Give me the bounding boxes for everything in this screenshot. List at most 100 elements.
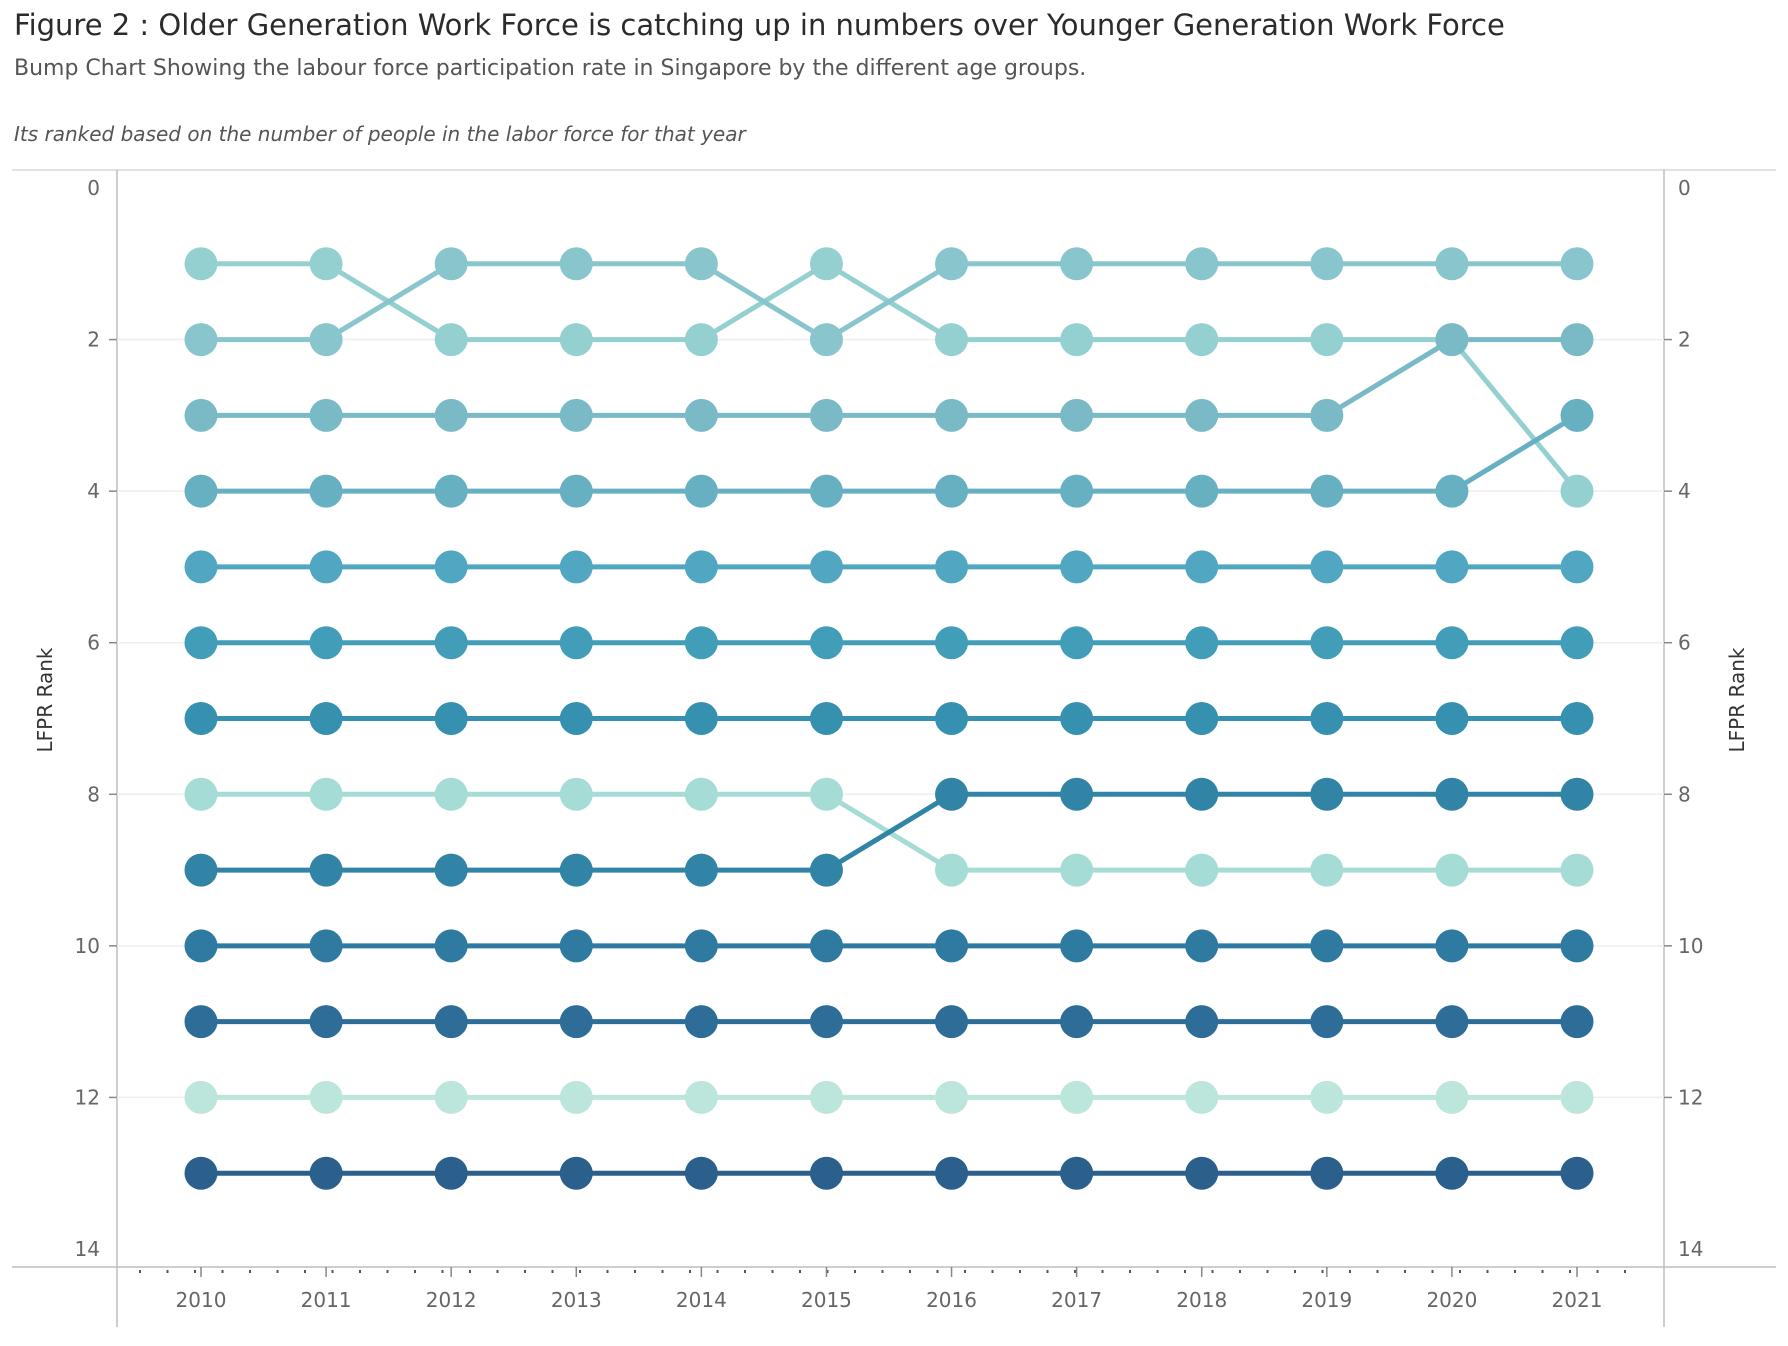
data-point bbox=[809, 398, 843, 432]
y-tick-label-left: 2 bbox=[87, 328, 100, 352]
data-point bbox=[1060, 777, 1094, 811]
data-point bbox=[1435, 247, 1469, 281]
series-2 bbox=[184, 247, 1594, 357]
y-tick-label-right: 4 bbox=[1678, 479, 1691, 503]
data-point bbox=[309, 247, 343, 281]
data-point bbox=[559, 702, 593, 735]
data-point bbox=[1435, 853, 1469, 887]
data-point bbox=[1560, 702, 1594, 735]
data-point bbox=[1560, 247, 1594, 281]
data-point bbox=[1560, 1080, 1594, 1114]
series-group bbox=[184, 247, 1594, 1190]
data-point bbox=[1310, 474, 1344, 508]
x-tick-label: 2013 bbox=[551, 1288, 602, 1312]
data-point bbox=[1185, 323, 1219, 357]
data-point bbox=[684, 1156, 718, 1190]
data-point bbox=[1060, 550, 1094, 584]
series-11 bbox=[184, 1005, 1594, 1039]
data-point bbox=[1310, 853, 1344, 887]
data-point bbox=[1185, 1080, 1219, 1114]
data-point bbox=[1060, 247, 1094, 281]
data-point bbox=[684, 1005, 718, 1039]
data-point bbox=[1310, 702, 1344, 735]
data-point bbox=[309, 398, 343, 432]
data-point bbox=[684, 929, 718, 963]
data-point bbox=[559, 853, 593, 887]
data-point bbox=[1435, 626, 1469, 660]
data-point bbox=[809, 550, 843, 584]
data-point bbox=[1185, 777, 1219, 811]
x-tick-label: 2015 bbox=[801, 1288, 852, 1312]
data-point bbox=[935, 474, 969, 508]
data-point bbox=[1560, 474, 1594, 508]
data-point bbox=[559, 1005, 593, 1039]
data-point bbox=[1185, 1005, 1219, 1039]
data-point bbox=[684, 247, 718, 281]
data-point bbox=[1435, 702, 1469, 735]
data-point bbox=[309, 1080, 343, 1114]
data-point bbox=[1310, 1080, 1344, 1114]
data-point bbox=[309, 626, 343, 660]
y-tick-label-right: 6 bbox=[1678, 631, 1691, 655]
data-point bbox=[809, 929, 843, 963]
data-point bbox=[434, 247, 468, 281]
data-point bbox=[935, 550, 969, 584]
data-point bbox=[1560, 777, 1594, 811]
data-point bbox=[1435, 1080, 1469, 1114]
data-point bbox=[1185, 929, 1219, 963]
data-point bbox=[434, 626, 468, 660]
y-tick-label-right: 14 bbox=[1678, 1237, 1703, 1261]
data-point bbox=[184, 1005, 218, 1039]
data-point bbox=[184, 1080, 218, 1114]
data-point bbox=[184, 247, 218, 281]
data-point bbox=[184, 474, 218, 508]
y-tick-label-left: 14 bbox=[75, 1237, 100, 1261]
data-point bbox=[935, 702, 969, 735]
data-point bbox=[1060, 323, 1094, 357]
data-point bbox=[1435, 929, 1469, 963]
x-tick-label: 2020 bbox=[1426, 1288, 1477, 1312]
data-point bbox=[1060, 474, 1094, 508]
data-point bbox=[1560, 853, 1594, 887]
x-tick-label: 2019 bbox=[1301, 1288, 1352, 1312]
data-point bbox=[1060, 626, 1094, 660]
data-point bbox=[434, 777, 468, 811]
x-tick-label: 2016 bbox=[926, 1288, 977, 1312]
series-3 bbox=[184, 323, 1594, 432]
data-point bbox=[184, 626, 218, 660]
series-line bbox=[198, 791, 1580, 873]
x-tick-label: 2011 bbox=[301, 1288, 352, 1312]
data-point bbox=[1435, 1156, 1469, 1190]
data-point bbox=[1435, 474, 1469, 508]
data-point bbox=[1310, 550, 1344, 584]
data-point bbox=[809, 323, 843, 357]
data-point bbox=[809, 247, 843, 281]
y-tick-label-left: 8 bbox=[87, 782, 100, 806]
chart-frame bbox=[12, 169, 1776, 1327]
data-point bbox=[1060, 929, 1094, 963]
y-tick-label-left: 4 bbox=[87, 479, 100, 503]
data-point bbox=[1560, 323, 1594, 357]
x-tick-label: 2021 bbox=[1552, 1288, 1603, 1312]
data-point bbox=[184, 853, 218, 887]
data-point bbox=[1185, 398, 1219, 432]
data-point bbox=[434, 398, 468, 432]
data-point bbox=[1185, 247, 1219, 281]
data-point bbox=[559, 626, 593, 660]
data-point bbox=[809, 702, 843, 735]
data-point bbox=[935, 929, 969, 963]
data-point bbox=[184, 323, 218, 357]
y-tick-label-right: 2 bbox=[1678, 328, 1691, 352]
data-point bbox=[434, 853, 468, 887]
data-point bbox=[1060, 853, 1094, 887]
data-point bbox=[559, 550, 593, 584]
data-point bbox=[684, 777, 718, 811]
y-tick-label-right: 8 bbox=[1678, 782, 1691, 806]
data-point bbox=[684, 323, 718, 357]
data-point bbox=[1185, 626, 1219, 660]
data-point bbox=[809, 626, 843, 660]
series-4 bbox=[184, 398, 1594, 508]
data-point bbox=[1560, 398, 1594, 432]
series-7 bbox=[184, 702, 1594, 735]
series-line bbox=[198, 337, 1580, 418]
